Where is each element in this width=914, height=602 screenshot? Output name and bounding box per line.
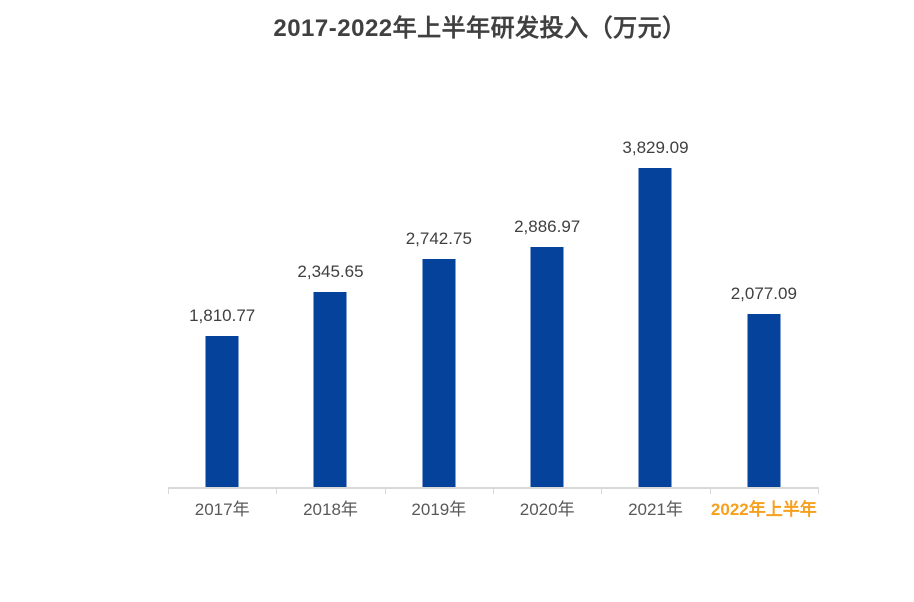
bar-value-label: 2,345.65 (297, 262, 364, 281)
axis-tick (168, 487, 169, 494)
bar-group: 2,345.65 2018年 (276, 154, 384, 519)
bar-value-label: 2,077.09 (730, 284, 797, 303)
bar (205, 336, 239, 487)
bar-group: 1,810.77 2017年 (168, 154, 276, 519)
axis-tick (385, 487, 386, 494)
plot-area: 1,810.77 2017年 2,345.65 2018年 2,742.75 2019年 2… (168, 138, 819, 519)
bar (747, 314, 781, 487)
x-tick-label: 2017年 (194, 500, 250, 519)
bar (422, 259, 456, 487)
bar-group: 2,742.75 2019年 (385, 154, 493, 519)
bar (530, 247, 564, 487)
bar-value-label: 1,810.77 (189, 306, 256, 325)
bar-value-label: 2,886.97 (514, 217, 581, 236)
bar-value-label: 3,829.09 (622, 138, 689, 157)
axis-tick (818, 487, 819, 494)
x-tick-label: 2020年 (519, 500, 575, 519)
x-tick-label: 2018年 (303, 500, 358, 519)
axis-tick (493, 487, 494, 494)
bar (638, 168, 672, 487)
bar (313, 292, 347, 487)
bar-group: 2,077.09 2022年上半年 (710, 154, 818, 519)
bar-group: 2,886.97 2020年 (493, 154, 601, 519)
axis-tick (710, 487, 711, 494)
x-tick-label: 2022年上半年 (710, 500, 817, 519)
bar-group: 3,829.09 2021年 (601, 138, 709, 519)
x-tick-label: 2021年 (628, 500, 683, 519)
x-tick-label: 2019年 (411, 500, 467, 519)
axis-tick (276, 487, 277, 494)
axis-tick (601, 487, 602, 494)
bar-value-label: 2,742.75 (405, 229, 472, 248)
chart-title: 2017-2022年上半年研发投入（万元） (273, 15, 687, 42)
